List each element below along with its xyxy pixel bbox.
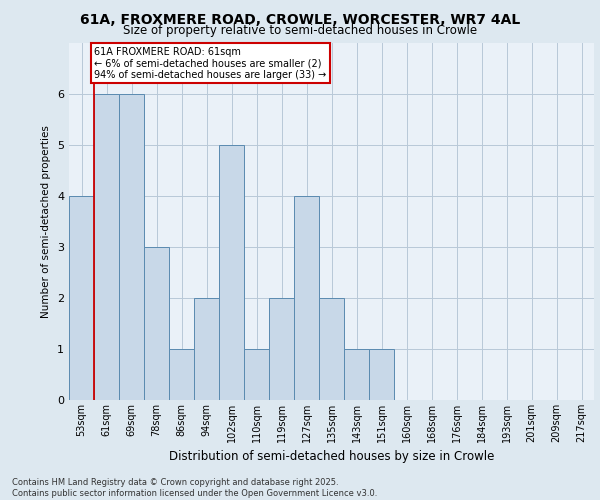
Text: 61A, FROXMERE ROAD, CROWLE, WORCESTER, WR7 4AL: 61A, FROXMERE ROAD, CROWLE, WORCESTER, W… [80, 12, 520, 26]
Bar [194, 298, 219, 400]
Bar [244, 349, 269, 400]
Bar [144, 247, 169, 400]
Y-axis label: Number of semi-detached properties: Number of semi-detached properties [41, 125, 52, 318]
Bar [294, 196, 319, 400]
Bar [69, 196, 94, 400]
X-axis label: Distribution of semi-detached houses by size in Crowle: Distribution of semi-detached houses by … [169, 450, 494, 464]
Bar [219, 144, 244, 400]
Bar [119, 94, 144, 400]
Bar [169, 349, 194, 400]
Bar [369, 349, 394, 400]
Bar [319, 298, 344, 400]
Bar [94, 94, 119, 400]
Text: Contains HM Land Registry data © Crown copyright and database right 2025.
Contai: Contains HM Land Registry data © Crown c… [12, 478, 377, 498]
Text: Size of property relative to semi-detached houses in Crowle: Size of property relative to semi-detach… [123, 24, 477, 37]
Bar [269, 298, 294, 400]
Text: 61A FROXMERE ROAD: 61sqm
← 6% of semi-detached houses are smaller (2)
94% of sem: 61A FROXMERE ROAD: 61sqm ← 6% of semi-de… [95, 46, 327, 80]
Bar [344, 349, 369, 400]
